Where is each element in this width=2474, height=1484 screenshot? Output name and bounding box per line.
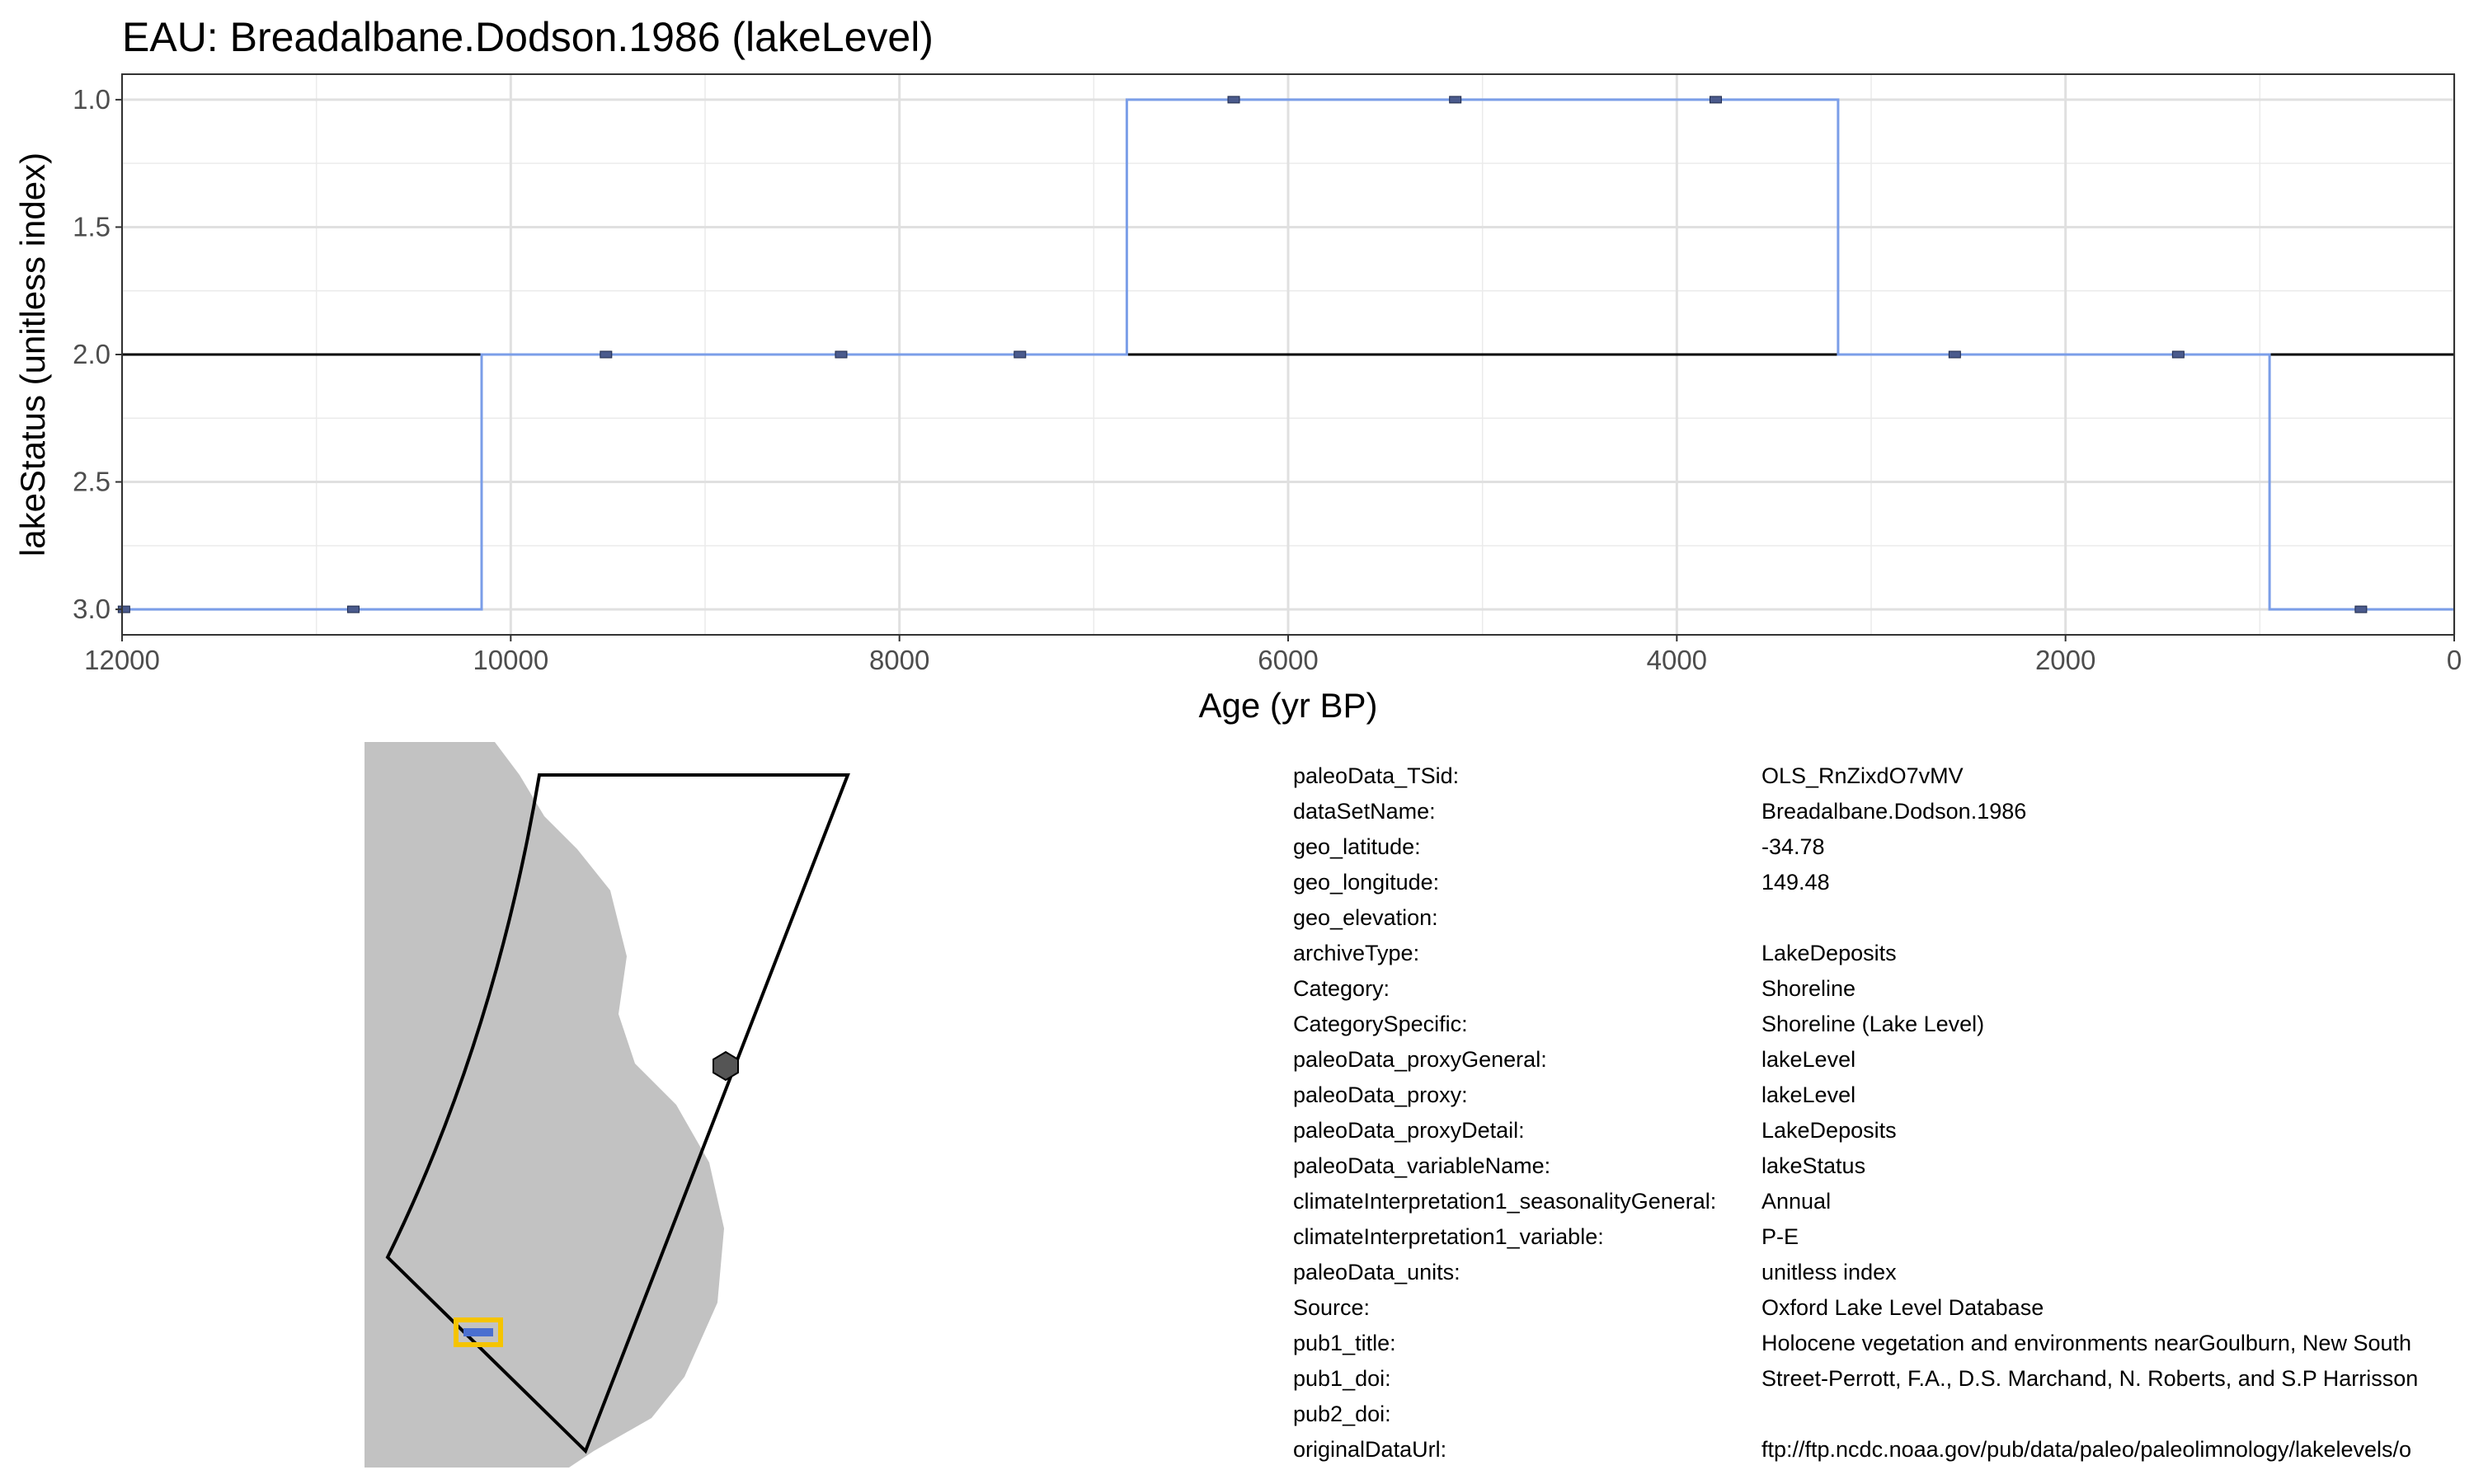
metadata-row: geo_elevation: <box>1293 900 2474 936</box>
data-point <box>1709 96 1722 104</box>
metadata-key: geo_longitude: <box>1293 870 1440 895</box>
x-axis-label: Age (yr BP) <box>1198 686 1377 725</box>
metadata-row: climateInterpretation1_seasonalityGenera… <box>1293 1184 2474 1219</box>
data-point <box>346 605 360 613</box>
metadata-key: geo_elevation: <box>1293 905 1438 930</box>
metadata-row: paleoData_proxyDetail: LakeDeposits <box>1293 1113 2474 1148</box>
metadata-key: pub1_title: <box>1293 1331 1396 1355</box>
x-tick-label: 4000 <box>1647 645 1707 675</box>
y-axis-label: lakeStatus (unitless index) <box>13 153 52 556</box>
metadata-value: unitless index <box>1761 1260 1897 1284</box>
metadata-key: paleoData_TSid: <box>1293 763 1460 788</box>
y-tick-label: 3.0 <box>73 594 111 624</box>
metadata-row: CategorySpecific: Shoreline (Lake Level) <box>1293 1007 2474 1042</box>
metadata-row: Category: Shoreline <box>1293 971 2474 1007</box>
y-tick-label: 1.5 <box>73 211 111 242</box>
selected-site-marker <box>454 1317 503 1347</box>
metadata-row: dataSetName: Breadalbane.Dodson.1986 <box>1293 794 2474 829</box>
data-point <box>2171 350 2185 359</box>
metadata-value: lakeStatus <box>1761 1153 1866 1178</box>
x-tick-label: 12000 <box>84 645 160 675</box>
metadata-key: dataSetName: <box>1293 799 1436 824</box>
metadata-value: 149.48 <box>1761 870 1830 895</box>
metadata-value: Holocene vegetation and environments nea… <box>1761 1331 2411 1355</box>
y-tick-label: 2.0 <box>73 339 111 369</box>
chart-title: EAU: Breadalbane.Dodson.1986 (lakeLevel) <box>122 14 934 60</box>
metadata-key: archiveType: <box>1293 941 1420 965</box>
data-point <box>1014 350 1027 359</box>
metadata-key: CategorySpecific: <box>1293 1012 1468 1036</box>
data-point <box>2354 605 2368 613</box>
data-point <box>835 350 848 359</box>
metadata-key: climateInterpretation1_variable: <box>1293 1224 1604 1249</box>
lake-status-step-line <box>122 98 2454 611</box>
metadata-row: pub1_doi: Street-Perrott, F.A., D.S. Marc… <box>1293 1361 2474 1397</box>
metadata-key: paleoData_variableName: <box>1293 1153 1551 1178</box>
metadata-value: Breadalbane.Dodson.1986 <box>1761 799 2027 824</box>
selected-site-marker-fill <box>463 1328 493 1336</box>
metadata-value: Shoreline <box>1761 976 1856 1001</box>
x-tick-label: 0 <box>2447 645 2462 675</box>
metadata-table: paleoData_TSid: OLS_RnZixdO7vMV dataSetNam… <box>1293 758 2474 1468</box>
metadata-value: LakeDeposits <box>1761 941 1897 965</box>
metadata-value: OLS_RnZixdO7vMV <box>1761 763 1964 788</box>
metadata-value: P-E <box>1761 1224 1799 1249</box>
metadata-row: paleoData_units: unitless index <box>1293 1255 2474 1290</box>
x-tick-label: 8000 <box>869 645 929 675</box>
metadata-key: paleoData_proxyDetail: <box>1293 1118 1525 1143</box>
metadata-key: paleoData_proxy: <box>1293 1082 1468 1107</box>
metadata-value: LakeDeposits <box>1761 1118 1897 1143</box>
metadata-key: Source: <box>1293 1295 1371 1320</box>
x-tick-label: 6000 <box>1258 645 1318 675</box>
map-region-bounds <box>385 773 850 1454</box>
metadata-row: Source: Oxford Lake Level Database <box>1293 1290 2474 1326</box>
metadata-value: Shoreline (Lake Level) <box>1761 1012 1985 1036</box>
x-tick-label: 2000 <box>2035 645 2095 675</box>
metadata-row: climateInterpretation1_variable: P-E <box>1293 1219 2474 1255</box>
metadata-row: paleoData_TSid: OLS_RnZixdO7vMV <box>1293 758 2474 794</box>
metadata-value: Street-Perrott, F.A., D.S. Marchand, N. … <box>1761 1366 2419 1391</box>
metadata-key: climateInterpretation1_seasonalityGenera… <box>1293 1189 1717 1214</box>
metadata-value: -34.78 <box>1761 834 1825 859</box>
metadata-row: pub1_title: Holocene vegetation and envir… <box>1293 1326 2474 1361</box>
metadata-value: lakeLevel <box>1761 1082 1856 1107</box>
metadata-value: Oxford Lake Level Database <box>1761 1295 2044 1320</box>
data-point <box>1449 96 1462 104</box>
metadata-key: paleoData_proxyGeneral: <box>1293 1047 1547 1072</box>
x-tick-label: 10000 <box>473 645 548 675</box>
metadata-row: paleoData_proxyGeneral: lakeLevel <box>1293 1042 2474 1078</box>
data-point <box>600 350 613 359</box>
lake-status-plot: 12000 10000 8000 6000 4000 2000 0 1.0 1.5 2.0 2.5… <box>13 73 2462 725</box>
metadata-key: geo_latitude: <box>1293 834 1421 859</box>
data-point <box>1948 350 1961 359</box>
y-tick-label: 2.5 <box>73 467 111 497</box>
site-map <box>365 742 850 1468</box>
metadata-row: geo_latitude: -34.78 <box>1293 829 2474 865</box>
australia-east-coast-land <box>365 742 724 1468</box>
metadata-row: archiveType: LakeDeposits <box>1293 936 2474 971</box>
metadata-value: Annual <box>1761 1189 1832 1214</box>
metadata-key: Category: <box>1293 976 1390 1001</box>
metadata-key: pub2_doi: <box>1293 1402 1391 1426</box>
metadata-row: paleoData_proxy: lakeLevel <box>1293 1078 2474 1113</box>
metadata-key: originalDataUrl: <box>1293 1437 1447 1462</box>
metadata-value: ftp://ftp.ncdc.noaa.gov/pub/data/paleo/p… <box>1761 1437 2412 1462</box>
metadata-row: pub2_doi: <box>1293 1397 2474 1432</box>
x-axis: 12000 10000 8000 6000 4000 2000 0 <box>84 635 2462 675</box>
site-hexagon-marker <box>713 1050 739 1082</box>
metadata-key: paleoData_units: <box>1293 1260 1460 1284</box>
metadata-row: paleoData_variableName: lakeStatus <box>1293 1148 2474 1184</box>
data-points <box>117 96 2368 613</box>
metadata-key: pub1_doi: <box>1293 1366 1391 1391</box>
y-axis: 1.0 1.5 2.0 2.5 3.0 <box>73 84 122 624</box>
metadata-row: originalDataUrl: ftp://ftp.ncdc.noaa.gov/… <box>1293 1432 2474 1468</box>
metadata-value: lakeLevel <box>1761 1047 1856 1072</box>
metadata-row: geo_longitude: 149.48 <box>1293 865 2474 900</box>
y-tick-label: 1.0 <box>73 84 111 115</box>
data-point <box>1227 96 1240 104</box>
